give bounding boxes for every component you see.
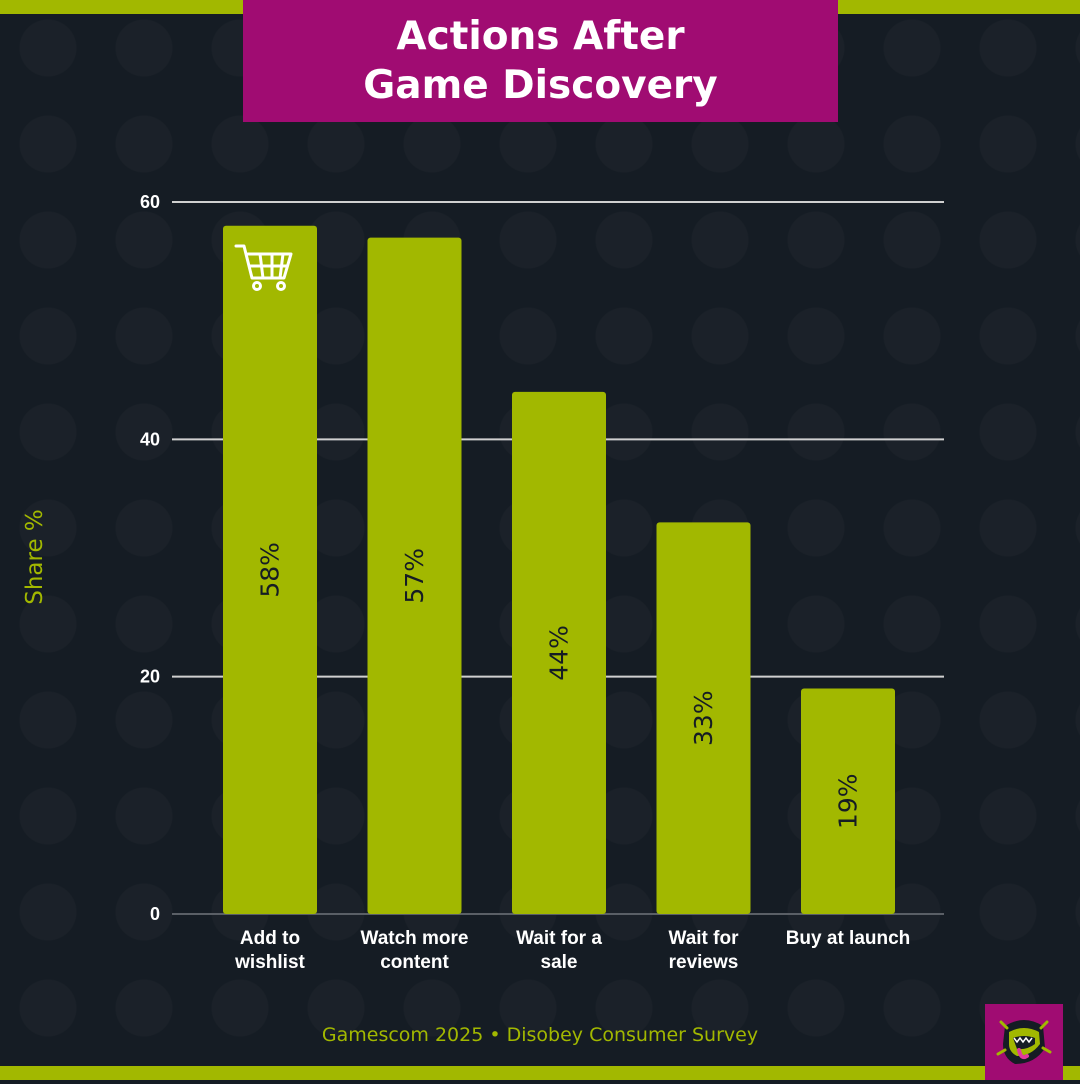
data-label: 44% [545,625,574,681]
data-label: 58% [256,542,285,598]
bar [223,225,317,914]
shopping-cart-icon [234,244,293,291]
x-tick-label: Wait for a [516,928,602,949]
footer-source: Gamescom 2025 • Disobey Consumer Survey [321,1024,759,1046]
x-tick-label: reviews [669,952,739,973]
x-tick-label: Watch more [360,928,468,949]
title-box: Actions After Game Discovery [243,0,838,122]
monster-mouth-logo-icon [996,1020,1052,1064]
x-tick-label: sale [541,952,578,973]
y-tick-label: 0 [150,904,160,924]
bar-chart: 0 20 40 60 58% Add to wishlist 57% Watch more con… [140,192,944,973]
y-tick-label: 40 [140,429,160,449]
data-label: 33% [689,690,718,746]
data-label: 57% [400,548,429,604]
x-tick-label: Wait for [668,928,739,949]
x-tick-label: content [380,952,449,973]
bottom-accent-stripe [0,1066,1080,1080]
y-tick-label: 60 [140,192,160,212]
x-tick-label: Add to [240,928,300,949]
bar [801,688,895,914]
bar [656,522,751,914]
bar [367,237,462,915]
x-tick-label: Buy at launch [786,928,911,949]
x-tick-label: wishlist [234,952,305,973]
bar [512,391,606,914]
y-axis-title: Share % [22,509,48,605]
chart-title: Actions After Game Discovery [363,14,718,108]
y-tick-label: 20 [140,667,160,687]
data-label: 19% [834,773,863,829]
brand-logo-box [985,1004,1063,1080]
